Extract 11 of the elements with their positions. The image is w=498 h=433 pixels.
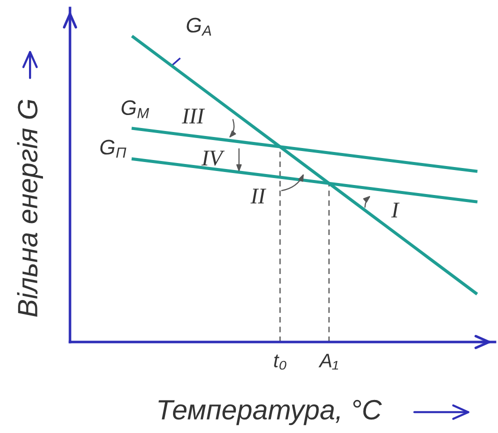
series-label: G$_{П}$: [100, 140, 126, 158]
annotation: I: [391, 202, 400, 218]
annotation: IV: [201, 150, 225, 166]
x-tick-label: A₁: [318, 354, 338, 370]
y-axis-title: Вільна енергія G: [17, 100, 43, 317]
x-tick-label: t₀: [274, 354, 286, 370]
series-label: G$_{M}$: [122, 100, 150, 118]
annotation: II: [250, 188, 266, 204]
series-label: G$_{A}$: [186, 18, 212, 36]
annotation: III: [182, 108, 205, 124]
x-axis-title: Температура, °C: [158, 400, 382, 426]
